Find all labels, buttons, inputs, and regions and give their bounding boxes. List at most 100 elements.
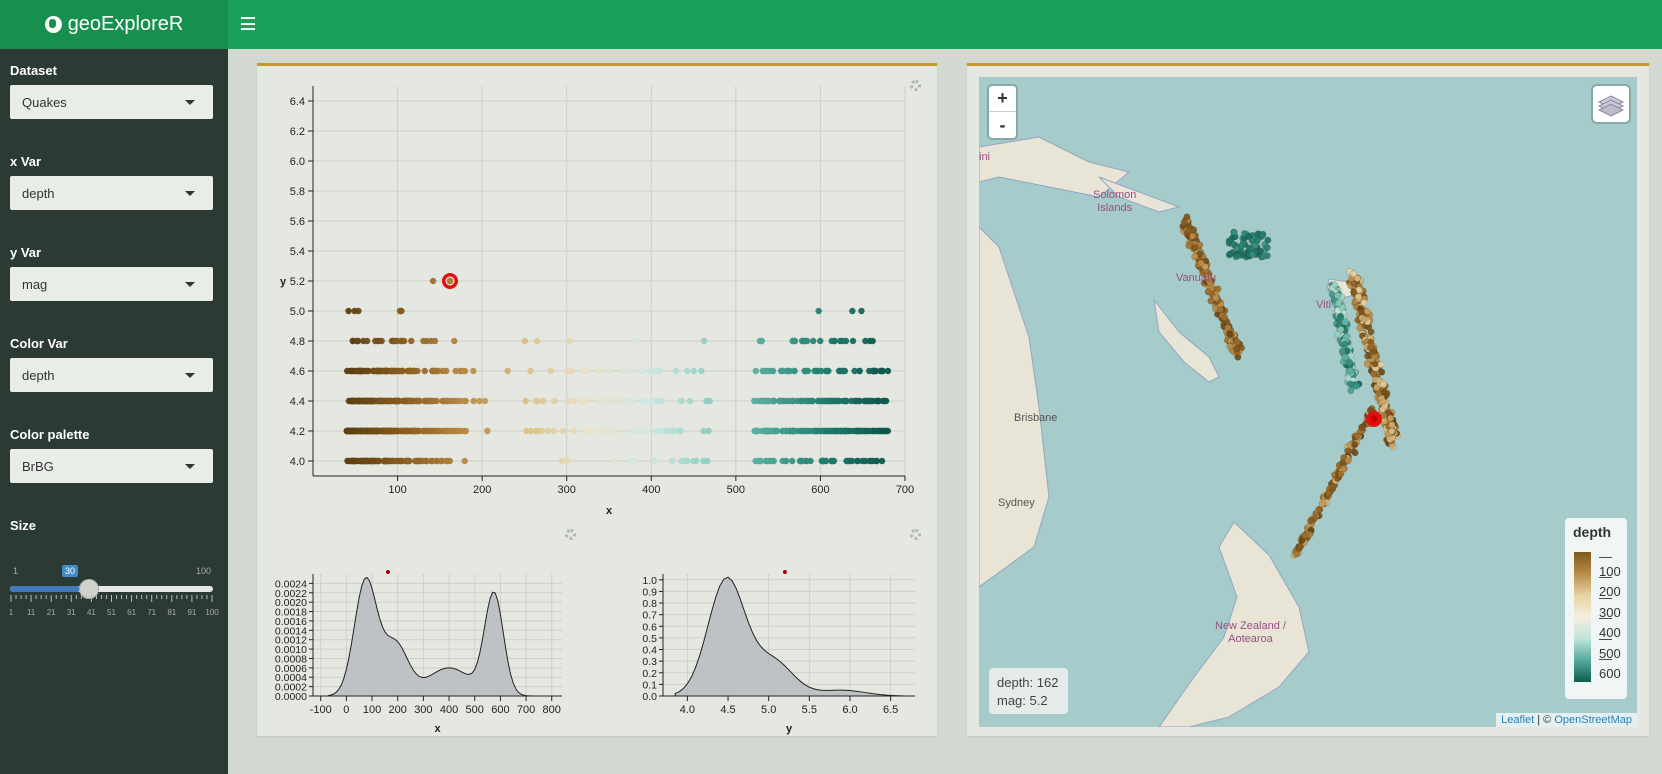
scatter-point [630,397,637,405]
map-quake-point [1230,241,1238,248]
scatter-point [414,397,421,405]
scatter-y-tick-label: 4.0 [290,456,305,468]
scatter-point [849,337,857,345]
map-quake-point [1191,244,1199,251]
density-x-gear-icon[interactable] [565,529,576,540]
scatter-point [470,397,477,405]
info-mag: mag: 5.2 [997,693,1048,708]
scatter-point [363,337,371,345]
density-y-tick-label: 0.0006 [275,663,307,675]
density-y-plot[interactable]: 4.0 4.5 5.0 5.5 6.0 6.50.00.10.20.30.40.50.60… [597,526,937,736]
scatter-point [392,427,399,435]
map-quake-point [1377,361,1385,368]
leaflet-link[interactable]: Leaflet [1501,714,1535,726]
legend-label: — 100 [1599,549,1621,579]
scatter-point [817,337,824,345]
map-quake-point [1375,377,1383,384]
density-x-plot[interactable]: -100 0 100 200 300 400 500 600 700 8000.00000.000… [257,526,597,736]
scatter-point [878,457,886,465]
size-control: Size [10,518,213,540]
scatter-point [369,457,377,465]
scatter-plot[interactable]: 100 200 300 400 500 600 700 4.0 4.2 4.4 4.6 4.8 5.0 5… [257,66,937,526]
scatter-point [602,397,609,405]
scatter-point [433,457,441,465]
scatter-x-tick-label: 400 [642,484,660,496]
map-quake-point [1358,424,1366,432]
density-x-tick-label: 4.5 [720,704,735,716]
density-curve [327,576,550,697]
scatter-point [343,427,351,435]
map-quake-point [1341,340,1349,348]
scatter-point [642,427,650,435]
scatter-point [859,457,866,465]
scatter-point [698,367,705,375]
scatter-gear-icon[interactable] [910,80,921,91]
scatter-point [527,427,534,435]
slider-handle[interactable] [79,579,99,599]
scatter-point [814,397,822,405]
scatter-point [344,457,352,465]
scatter-point [367,397,375,405]
scatter-point [427,457,434,465]
map-quake-point [1221,313,1229,321]
osm-link[interactable]: OpenStreetMap [1554,714,1632,726]
scatter-point [570,397,578,405]
scatter-point [595,367,603,375]
scatter-point [627,367,634,375]
density-y-gear-icon[interactable] [910,529,921,540]
scatter-point [648,397,655,405]
legend-label: — 600 [1599,651,1621,681]
map-canvas[interactable] [979,77,1637,727]
density-x-tick-label: 200 [389,704,407,716]
scatter-point [844,457,851,465]
zoom-out-button[interactable]: - [999,114,1006,135]
scatter-point [849,307,856,315]
zoom-control: + - [989,86,1016,138]
map-quake-point [1380,388,1388,396]
dataset-select[interactable]: Quakes [10,85,213,119]
density-y-tick-label: 0.8 [642,598,657,610]
yvar-select[interactable]: mag [10,267,213,301]
scatter-point [398,337,405,345]
scatter-x-label: x [606,505,613,517]
scatter-point [534,397,541,405]
size-slider[interactable]: 1 100 30 1 11 21 31 41 51 61 71 81 91 100 [9,556,219,636]
map-quake-point [1263,244,1271,252]
scatter-y-tick-label: 4.8 [290,336,305,348]
density-y-tick-label: 0.4 [642,645,657,657]
map-highlight-core [1370,415,1378,423]
scatter-y-tick-label: 6.0 [290,156,305,168]
slider-track[interactable] [10,586,213,592]
density-y-tick-label: 0.5 [642,633,657,645]
layers-button[interactable] [1593,86,1629,122]
density-x-tick-label: -100 [310,704,332,716]
scatter-y-tick-label: 5.2 [290,276,305,288]
app-logo[interactable]: geoExploreR [0,0,228,49]
scatter-point [421,367,428,375]
leaflet-map[interactable]: Solomon Islands Vanuatu Viti Brisbane Sy… [979,77,1637,727]
scatter-point [751,397,758,405]
scatter-point [798,397,805,405]
slider-tick-label: 61 [127,608,137,617]
xvar-select[interactable]: depth [10,176,213,210]
map-quake-point [1371,360,1379,368]
scatter-point [413,457,420,465]
density-x-tick-label: 800 [543,704,561,716]
colorvar-select[interactable]: depth [10,358,213,392]
scatter-point [426,427,434,435]
legend-label: — 200 [1599,569,1621,600]
hamburger-menu-icon[interactable] [241,17,255,30]
scatter-point [446,397,454,405]
scatter-point [364,457,371,465]
scatter-point [884,367,892,375]
map-attribution: Leaflet | © OpenStreetMap [1496,713,1637,727]
dataset-control: Dataset Quakes [10,63,213,119]
scatter-point [824,397,832,405]
hover-info-box: depth: 162 mag: 5.2 [989,668,1068,714]
scatter-point [570,427,577,435]
scatter-point [613,397,620,405]
scatter-y-tick-label: 5.4 [290,246,305,258]
palette-select[interactable]: BrBG [10,449,213,483]
zoom-in-button[interactable]: + [989,86,1016,112]
scatter-point [884,427,892,435]
